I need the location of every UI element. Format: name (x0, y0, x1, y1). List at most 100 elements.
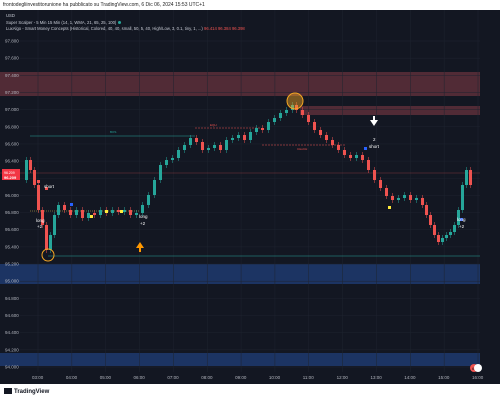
structure-lines (0, 127, 480, 257)
candle-bull (279, 113, 282, 118)
supply-zone-lower (300, 106, 480, 115)
price-tick-label: 96.600 (5, 141, 19, 146)
candle-bull (445, 235, 448, 238)
demand-zone-upper (0, 264, 480, 284)
current-price-top: 96.209 (4, 171, 15, 175)
candle-bear (409, 195, 412, 200)
candle-bear (195, 138, 198, 142)
candle-bull (255, 128, 258, 132)
long-left-count: +2 (37, 224, 43, 229)
candle-bull (249, 132, 252, 140)
indicator-row-2[interactable]: LuxAlgo - Smart Money Concepts (Historic… (6, 26, 245, 33)
visibility-icon[interactable] (118, 20, 122, 24)
candle-bull (273, 118, 276, 122)
candle-bear (69, 210, 72, 215)
candle-bull (397, 198, 400, 200)
candle-bull (189, 138, 192, 145)
time-tick-label: 05:00 (100, 375, 112, 380)
time-tick-label: 13:00 (370, 375, 382, 380)
price-tick-label: 97.800 (5, 39, 19, 44)
candle-bear (243, 135, 246, 140)
candle-bull (159, 165, 162, 180)
candle-bull (285, 110, 288, 113)
price-tick-label: 94.800 (5, 296, 19, 301)
candle-bull (465, 170, 468, 185)
candle-bear (45, 225, 48, 250)
short-right-label: short (369, 144, 380, 149)
candle-bull (207, 148, 210, 150)
candle-bear (29, 160, 32, 170)
candle-bull (25, 160, 28, 180)
indicator-2-label: LuxAlgo - Smart Money Concepts (Historic… (6, 26, 203, 31)
time-axis[interactable]: 03:00 04:00 05:00 06:00 07:00 08:00 09:00 10:00… (32, 375, 484, 380)
price-tick-label: 94.600 (5, 313, 19, 318)
candle-bull (147, 195, 150, 205)
candle-bull (355, 155, 358, 158)
indicator-row-1[interactable]: Super Scalper - 5 Min 15 Min (14, 1, WMA… (6, 20, 245, 27)
candle-bear (37, 185, 40, 210)
candle-bull (225, 140, 228, 150)
candle-bull (111, 210, 114, 213)
candle-bear (361, 155, 364, 160)
candle-bull (457, 210, 460, 225)
swing-low-highlight (41, 248, 55, 262)
candle-bear (301, 110, 304, 115)
candle-bull (441, 238, 444, 242)
price-tick-label: 97.600 (5, 56, 19, 61)
candle-bear (319, 130, 322, 135)
price-tick-label: 97.200 (5, 90, 19, 95)
price-tick-label: 95.800 (5, 210, 19, 215)
candle-bear (429, 215, 432, 225)
up-arrow-icon (136, 242, 144, 252)
long-mid-label: long (139, 214, 148, 219)
price-tick-label: 94.400 (5, 330, 19, 335)
candle-bull (415, 198, 418, 200)
chart-pane[interactable]: short long +2 long +2 2 short long +2 EQ… (0, 10, 500, 384)
swing-high-highlight (286, 92, 304, 110)
time-tick-label: 14:00 (404, 375, 416, 380)
candle-bull (165, 160, 168, 165)
candle-bear (219, 145, 222, 150)
candle-bear (117, 210, 120, 212)
time-tick-label: 09:00 (235, 375, 247, 380)
candle-bull (237, 135, 240, 138)
footer: TradingView (0, 384, 500, 400)
price-tick-label: 95.000 (5, 279, 19, 284)
price-tick-label: 95.200 (5, 262, 19, 267)
svg-text:6: 6 (472, 366, 475, 371)
candle-bear (385, 188, 388, 196)
eqh-label: EQH (210, 123, 217, 127)
candle-bear (307, 115, 310, 122)
tradingview-logo[interactable]: TradingView (4, 388, 49, 395)
candle-bear (379, 180, 382, 188)
candle-bear (425, 205, 428, 215)
price-tick-label: 96.400 (5, 159, 19, 164)
candle-bull (123, 210, 126, 212)
long-mid-count: +2 (140, 221, 146, 226)
candles (25, 102, 472, 253)
short-right-count: 2 (373, 137, 376, 142)
candle-bull (231, 138, 234, 140)
candle-bear (81, 210, 84, 218)
tradingview-badge-icon: 6 (470, 364, 482, 372)
candle-bull (177, 150, 180, 158)
symbol-row: USD (6, 13, 245, 20)
candle-bear (41, 210, 44, 225)
candle-bull (57, 205, 60, 215)
supply-zone-upper (0, 72, 480, 96)
candle-bull (453, 225, 456, 232)
tradingview-brand: TradingView (14, 389, 50, 395)
candle-bear (373, 170, 376, 180)
candle-bear (261, 128, 264, 130)
time-tick-label: 16:00 (472, 375, 484, 380)
bos-label: BOS (110, 130, 116, 134)
candle-bear (129, 210, 132, 215)
candle-bear (325, 135, 328, 140)
candle-bear (201, 142, 204, 150)
candle-bull (87, 213, 90, 218)
candle-bull (291, 105, 294, 110)
price-chart[interactable]: short long +2 long +2 2 short long +2 EQ… (0, 10, 500, 384)
candle-bull (449, 232, 452, 235)
signal-markers (37, 147, 463, 221)
candle-bull (461, 185, 464, 210)
